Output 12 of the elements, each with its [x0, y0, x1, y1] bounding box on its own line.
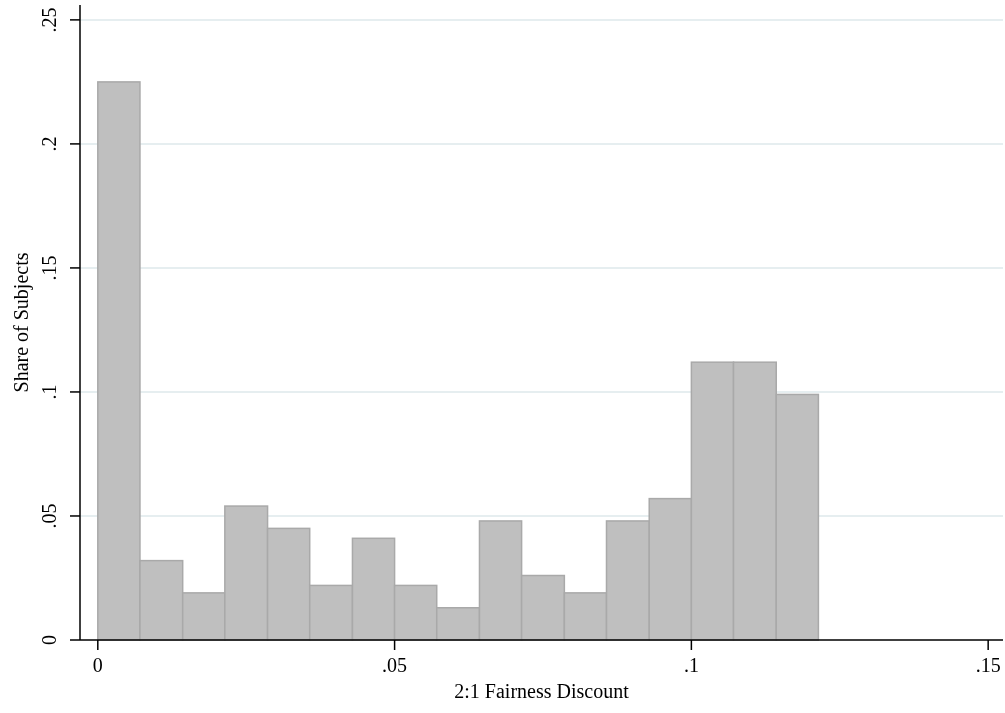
- y-tick-label: .2: [38, 136, 60, 152]
- x-axis-title: 2:1 Fairness Discount: [454, 680, 630, 702]
- y-tick-label: .15: [38, 255, 60, 281]
- y-axis-title: Share of Subjects: [10, 252, 33, 393]
- x-tick-label: .15: [975, 654, 1001, 676]
- y-tick-label: .25: [38, 7, 60, 33]
- x-tick-label: .1: [683, 654, 699, 676]
- y-tick-label: .1: [38, 384, 60, 400]
- y-tick-label: .05: [38, 503, 60, 529]
- x-tick-label: 0: [92, 654, 103, 676]
- x-tick-label: .05: [382, 654, 408, 676]
- y-tick-label: 0: [38, 635, 60, 645]
